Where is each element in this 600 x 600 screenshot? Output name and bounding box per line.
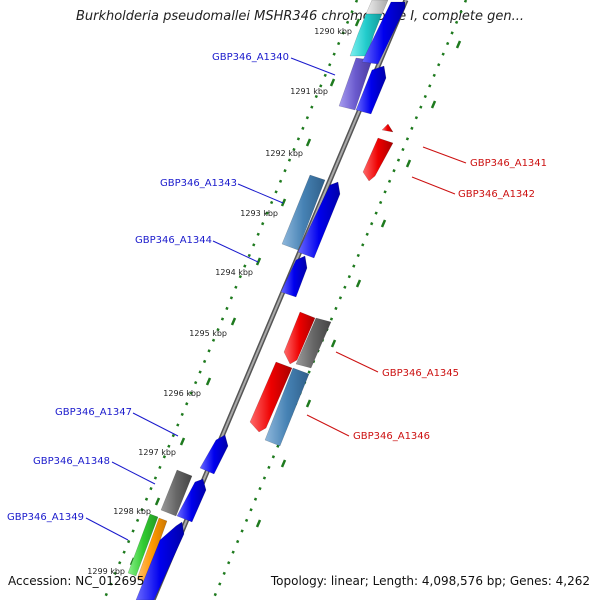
- tick-label: 1297 kbp: [138, 448, 176, 457]
- gene-label[interactable]: GBP346_A1347: [55, 407, 132, 418]
- gene-label[interactable]: GBP346_A1342: [458, 189, 535, 200]
- label-connectors: [85, 57, 467, 541]
- reverse-tick-line: [211, 0, 468, 600]
- tick-label: 1294 kbp: [215, 268, 253, 277]
- gene-label[interactable]: GBP346_A1343: [160, 178, 237, 189]
- gene-arrow[interactable]: [199, 434, 229, 475]
- gene-features[interactable]: [127, 0, 406, 600]
- tick-label: 1296 kbp: [163, 389, 201, 398]
- gene-arrow[interactable]: [280, 255, 308, 298]
- tick-label: 1295 kbp: [189, 329, 227, 338]
- gene-arrow[interactable]: [281, 174, 326, 251]
- tick-label: 1290 kbp: [314, 27, 352, 36]
- gene-label[interactable]: GBP346_A1348: [33, 456, 110, 467]
- gene-arrow[interactable]: [381, 123, 394, 133]
- map-title: Burkholderia pseudomallei MSHR346 chromo…: [75, 9, 525, 24]
- gene-arrow[interactable]: [160, 469, 193, 517]
- gene-arrow[interactable]: [297, 181, 341, 259]
- tick-label: 1292 kbp: [265, 149, 303, 158]
- tick-label: 1291 kbp: [290, 87, 328, 96]
- gene-arrow[interactable]: [249, 361, 293, 433]
- gene-arrow[interactable]: [264, 367, 310, 447]
- gene-arrow[interactable]: [176, 478, 207, 523]
- accession-text: Accession: NC_012695: [8, 574, 145, 588]
- tick-label: 1293 kbp: [240, 209, 278, 218]
- forward-tick-line: [102, 0, 359, 600]
- gene-label[interactable]: GBP346_A1346: [353, 431, 430, 442]
- gene-arrow[interactable]: [355, 65, 387, 115]
- gene-label[interactable]: GBP346_A1344: [135, 235, 212, 246]
- gene-label[interactable]: GBP346_A1345: [382, 368, 459, 379]
- tick-label: 1298 kbp: [113, 507, 151, 516]
- gene-label[interactable]: GBP346_A1341: [470, 158, 547, 169]
- gene-arrow[interactable]: [283, 311, 316, 365]
- gene-label[interactable]: GBP346_A1340: [212, 52, 289, 63]
- gene-label[interactable]: GBP346_A1349: [7, 512, 84, 523]
- gene-arrow[interactable]: [127, 513, 159, 577]
- gene-arrow[interactable]: [135, 521, 185, 600]
- gene-arrow[interactable]: [362, 137, 394, 182]
- gene-arrow[interactable]: [295, 317, 332, 369]
- gene-arrow[interactable]: [361, 1, 406, 65]
- tick-label: 1299 kbp: [87, 567, 125, 576]
- genome-summary: Topology: linear; Length: 4,098,576 bp; …: [270, 574, 590, 588]
- gene-arrow[interactable]: [365, 0, 389, 15]
